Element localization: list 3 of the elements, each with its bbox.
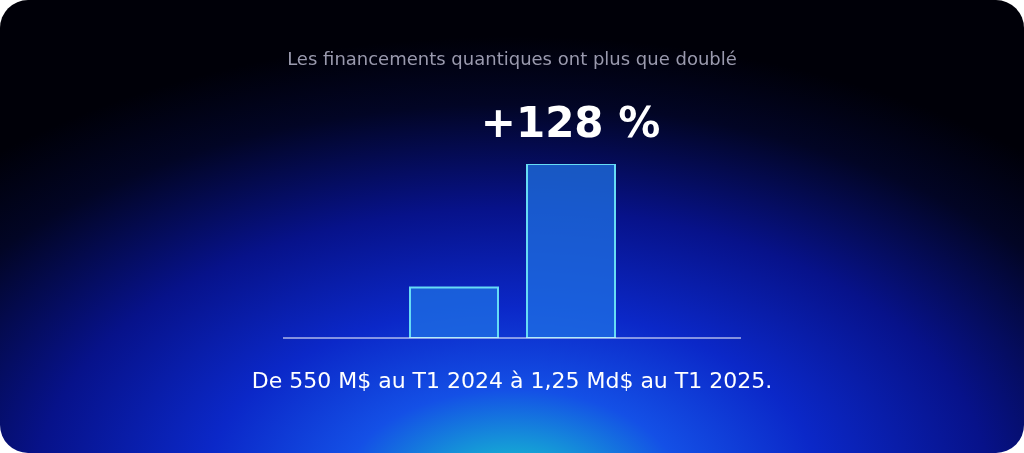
- text: +128 %: [480, 98, 661, 147]
- text: De 550 M$ au T1 2024 à 1,25 Md$ au T1 2025.: [250, 368, 774, 393]
- chart-title: Les financements quantiques ont plus que doublé: [286, 48, 738, 69]
